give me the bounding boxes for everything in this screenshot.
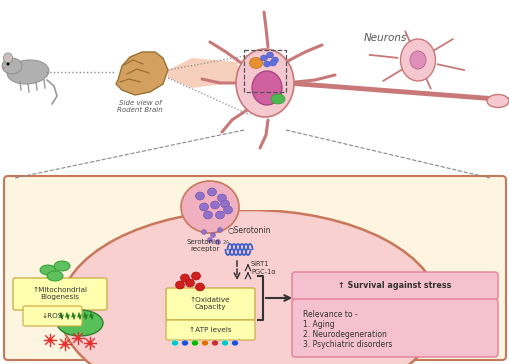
Text: Relevance to -: Relevance to - <box>302 310 357 319</box>
Ellipse shape <box>260 55 267 61</box>
Ellipse shape <box>221 340 228 346</box>
Ellipse shape <box>181 181 239 233</box>
Ellipse shape <box>2 58 22 74</box>
Ellipse shape <box>400 39 435 81</box>
Ellipse shape <box>201 340 208 346</box>
Text: ↑ATP levels: ↑ATP levels <box>188 327 231 333</box>
Ellipse shape <box>175 281 184 289</box>
Ellipse shape <box>207 188 216 196</box>
Ellipse shape <box>88 340 92 345</box>
Text: ↑ Survival against stress: ↑ Survival against stress <box>337 281 451 290</box>
Ellipse shape <box>6 55 11 61</box>
Text: ↑Oxidative
Capacity: ↑Oxidative Capacity <box>189 297 230 310</box>
Text: 1. Aging: 1. Aging <box>302 320 334 329</box>
Ellipse shape <box>220 200 229 208</box>
Ellipse shape <box>47 337 52 343</box>
Ellipse shape <box>195 192 204 200</box>
Ellipse shape <box>210 201 219 209</box>
Text: ↓ROS: ↓ROS <box>41 313 63 319</box>
Text: Serotonin
receptor: Serotonin receptor <box>186 238 219 252</box>
Ellipse shape <box>231 340 238 346</box>
Ellipse shape <box>210 233 215 237</box>
Ellipse shape <box>271 57 278 63</box>
FancyBboxPatch shape <box>165 320 254 340</box>
Ellipse shape <box>266 52 273 58</box>
FancyBboxPatch shape <box>165 288 254 320</box>
Text: 2A: 2A <box>222 240 230 245</box>
FancyBboxPatch shape <box>292 299 497 357</box>
Ellipse shape <box>215 240 220 245</box>
Ellipse shape <box>207 237 212 242</box>
Ellipse shape <box>63 341 67 347</box>
Text: ○Serotonin: ○Serotonin <box>228 226 271 236</box>
Ellipse shape <box>7 63 10 66</box>
Text: SIRT1: SIRT1 <box>250 261 269 267</box>
Ellipse shape <box>223 206 232 214</box>
Ellipse shape <box>251 71 281 105</box>
Ellipse shape <box>7 60 49 84</box>
Ellipse shape <box>217 194 226 202</box>
Ellipse shape <box>40 265 56 275</box>
Ellipse shape <box>3 67 5 69</box>
Text: 3. Psychiatric disorders: 3. Psychiatric disorders <box>302 340 391 349</box>
Ellipse shape <box>215 211 224 219</box>
FancyBboxPatch shape <box>13 278 107 310</box>
Ellipse shape <box>263 61 270 67</box>
Ellipse shape <box>4 53 13 63</box>
Text: PGC-1α: PGC-1α <box>250 269 275 275</box>
Ellipse shape <box>201 229 206 234</box>
Ellipse shape <box>249 58 262 68</box>
Ellipse shape <box>409 51 425 69</box>
Ellipse shape <box>191 340 198 346</box>
Ellipse shape <box>270 94 285 104</box>
Text: Neurons: Neurons <box>362 33 406 43</box>
Ellipse shape <box>236 49 293 117</box>
Ellipse shape <box>269 60 276 66</box>
Ellipse shape <box>171 340 178 346</box>
Ellipse shape <box>60 210 439 364</box>
FancyBboxPatch shape <box>4 176 505 360</box>
Text: Side view of
Rodent Brain: Side view of Rodent Brain <box>117 100 162 113</box>
Ellipse shape <box>185 279 194 287</box>
FancyBboxPatch shape <box>23 306 82 326</box>
Text: 2. Neurodegeneration: 2. Neurodegeneration <box>302 330 386 339</box>
Polygon shape <box>167 58 238 88</box>
Ellipse shape <box>199 203 208 211</box>
Ellipse shape <box>75 336 80 340</box>
Ellipse shape <box>54 261 70 271</box>
Ellipse shape <box>191 272 200 280</box>
FancyBboxPatch shape <box>8 180 501 210</box>
Ellipse shape <box>47 271 63 281</box>
FancyBboxPatch shape <box>292 272 497 300</box>
Ellipse shape <box>217 228 222 233</box>
Ellipse shape <box>57 310 103 336</box>
Ellipse shape <box>180 274 189 282</box>
Ellipse shape <box>203 211 212 219</box>
Ellipse shape <box>211 340 218 346</box>
Ellipse shape <box>486 95 508 107</box>
Text: ↑Mitochondrial
Biogenesis: ↑Mitochondrial Biogenesis <box>33 288 88 301</box>
Ellipse shape <box>181 340 188 346</box>
Polygon shape <box>116 52 167 95</box>
Ellipse shape <box>195 283 204 291</box>
